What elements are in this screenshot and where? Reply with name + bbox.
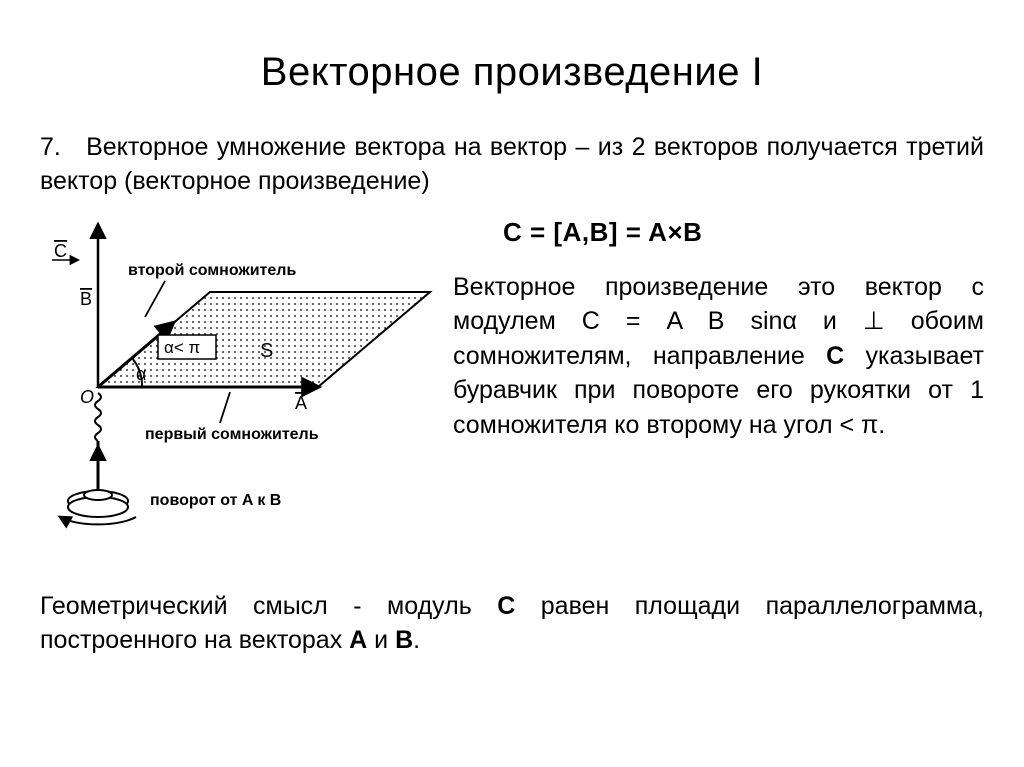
label-second-factor: второй сомножитель <box>128 262 296 279</box>
footer-p1: Геометрический смысл - модуль <box>40 592 497 620</box>
intro-text: Векторное умножение вектора на вектор – … <box>40 133 984 195</box>
alpha-symbol: α <box>136 364 146 384</box>
footer-paragraph: Геометрический смысл - модуль C равен пл… <box>40 589 984 658</box>
footer-bold-b: B <box>395 626 413 654</box>
content-row: C B второй сомножитель α α< π S A <box>40 217 984 577</box>
intro-paragraph: 7. Векторное умножение вектора на вектор… <box>40 131 984 199</box>
footer-bold-a: A <box>349 626 367 654</box>
vector-diagram: C B второй сомножитель α α< π S A <box>40 217 435 577</box>
footer-p3: и <box>367 626 395 654</box>
area-s-label: S <box>260 340 273 362</box>
vec-b-label: B <box>80 289 92 309</box>
label-first-factor: первый сомножитель <box>145 426 319 443</box>
origin-label: O <box>80 387 94 407</box>
alpha-lt-pi: α< π <box>164 338 200 357</box>
description: Векторное произведение это вектор с моду… <box>453 270 984 443</box>
text-column: C = [A,B] = A×B Векторное произведение э… <box>453 217 984 577</box>
page-title: Векторное произведение I <box>40 50 984 95</box>
label-turn: поворот от A к B <box>150 492 281 509</box>
formula: C = [A,B] = A×B <box>503 217 984 248</box>
desc-bold-c: C <box>826 342 844 370</box>
vec-a-label: A <box>295 393 307 413</box>
footer-p4: . <box>413 626 420 654</box>
diagram-column: C B второй сомножитель α α< π S A <box>40 217 435 577</box>
vec-c-label: C <box>54 241 67 261</box>
intro-number: 7. <box>40 133 61 161</box>
footer-bold-c: C <box>497 592 515 620</box>
